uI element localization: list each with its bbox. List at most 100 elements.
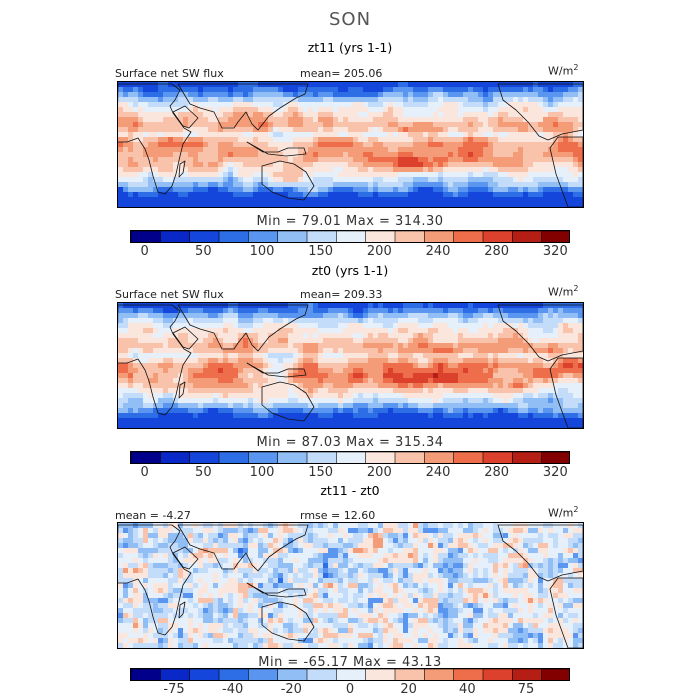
map-cell: [118, 523, 124, 529]
map-cell: [493, 177, 499, 183]
map-cell: [303, 117, 309, 123]
map-cell: [178, 127, 184, 133]
map-cell: [233, 197, 239, 203]
map-cell: [438, 333, 444, 339]
panel-1-colorbar-svg: [131, 231, 569, 242]
map-cell: [233, 182, 239, 188]
map-cell: [258, 343, 264, 349]
map-cell: [463, 172, 469, 178]
map-cell: [318, 338, 324, 344]
map-cell: [538, 343, 544, 349]
map-cell: [293, 167, 299, 173]
map-cell: [553, 323, 559, 329]
map-cell: [123, 107, 129, 113]
map-cell: [383, 403, 389, 409]
map-cell: [118, 127, 124, 133]
map-cell: [298, 112, 304, 118]
map-cell: [263, 398, 269, 404]
map-cell: [203, 398, 209, 404]
map-cell: [278, 182, 284, 188]
map-cell: [133, 323, 139, 329]
map-cell: [213, 172, 219, 178]
map-cell: [268, 122, 274, 128]
map-cell: [198, 127, 204, 133]
map-cell: [163, 363, 169, 369]
map-cell: [533, 528, 539, 534]
map-cell: [548, 102, 554, 108]
map-cell: [558, 343, 564, 349]
map-cell: [328, 373, 334, 379]
map-cell: [438, 418, 444, 424]
map-cell: [268, 323, 274, 329]
map-cell: [558, 82, 564, 88]
colorbar-swatch: [218, 452, 250, 463]
map-cell: [218, 378, 224, 384]
map-cell: [128, 418, 134, 424]
map-cell: [163, 162, 169, 168]
map-cell: [578, 413, 583, 419]
map-cell: [473, 187, 479, 193]
map-cell: [528, 318, 534, 324]
map-cell: [323, 308, 329, 314]
map-cell: [433, 122, 439, 128]
map-cell: [498, 172, 504, 178]
map-cell: [383, 378, 389, 384]
map-cell: [163, 523, 169, 529]
map-cell: [543, 408, 549, 414]
map-cell: [123, 122, 129, 128]
map-cell: [523, 348, 529, 354]
map-cell: [283, 408, 289, 414]
map-cell: [373, 197, 379, 203]
map-cell: [323, 117, 329, 123]
map-cell: [553, 343, 559, 349]
map-cell: [473, 182, 479, 188]
map-cell: [243, 408, 249, 414]
map-cell: [268, 408, 274, 414]
map-cell: [508, 378, 514, 384]
map-cell: [343, 303, 349, 309]
map-cell: [558, 112, 564, 118]
map-cell: [393, 137, 399, 143]
map-cell: [233, 102, 239, 108]
map-cell: [273, 142, 279, 148]
map-cell: [578, 308, 583, 314]
map-cell: [238, 122, 244, 128]
map-cell: [268, 192, 274, 198]
map-cell: [268, 393, 274, 399]
map-cell: [263, 343, 269, 349]
map-cell: [383, 147, 389, 153]
map-cell: [173, 328, 179, 334]
map-cell: [253, 142, 259, 148]
map-cell: [188, 112, 194, 118]
map-cell: [298, 122, 304, 128]
map-cell: [203, 177, 209, 183]
map-cell: [413, 132, 419, 138]
map-cell: [388, 152, 394, 158]
map-cell: [443, 112, 449, 118]
map-cell: [263, 137, 269, 143]
map-cell: [458, 192, 464, 198]
map-cell: [328, 192, 334, 198]
map-cell: [138, 348, 144, 354]
map-cell: [363, 348, 369, 354]
map-cell: [578, 152, 583, 158]
map-cell: [208, 333, 214, 339]
map-cell: [343, 122, 349, 128]
map-cell: [453, 197, 459, 203]
map-cell: [158, 192, 164, 198]
map-cell: [203, 172, 209, 178]
map-cell: [533, 192, 539, 198]
map-cell: [463, 338, 469, 344]
map-cell: [258, 172, 264, 178]
coastline-samerica: [549, 136, 583, 207]
map-cell: [213, 408, 219, 414]
map-cell: [188, 147, 194, 153]
map-cell: [133, 398, 139, 404]
map-cell: [533, 187, 539, 193]
map-cell: [243, 413, 249, 419]
map-cell: [338, 82, 344, 88]
map-cell: [213, 147, 219, 153]
map-cell: [453, 408, 459, 414]
map-cell: [158, 338, 164, 344]
map-cell: [373, 107, 379, 113]
